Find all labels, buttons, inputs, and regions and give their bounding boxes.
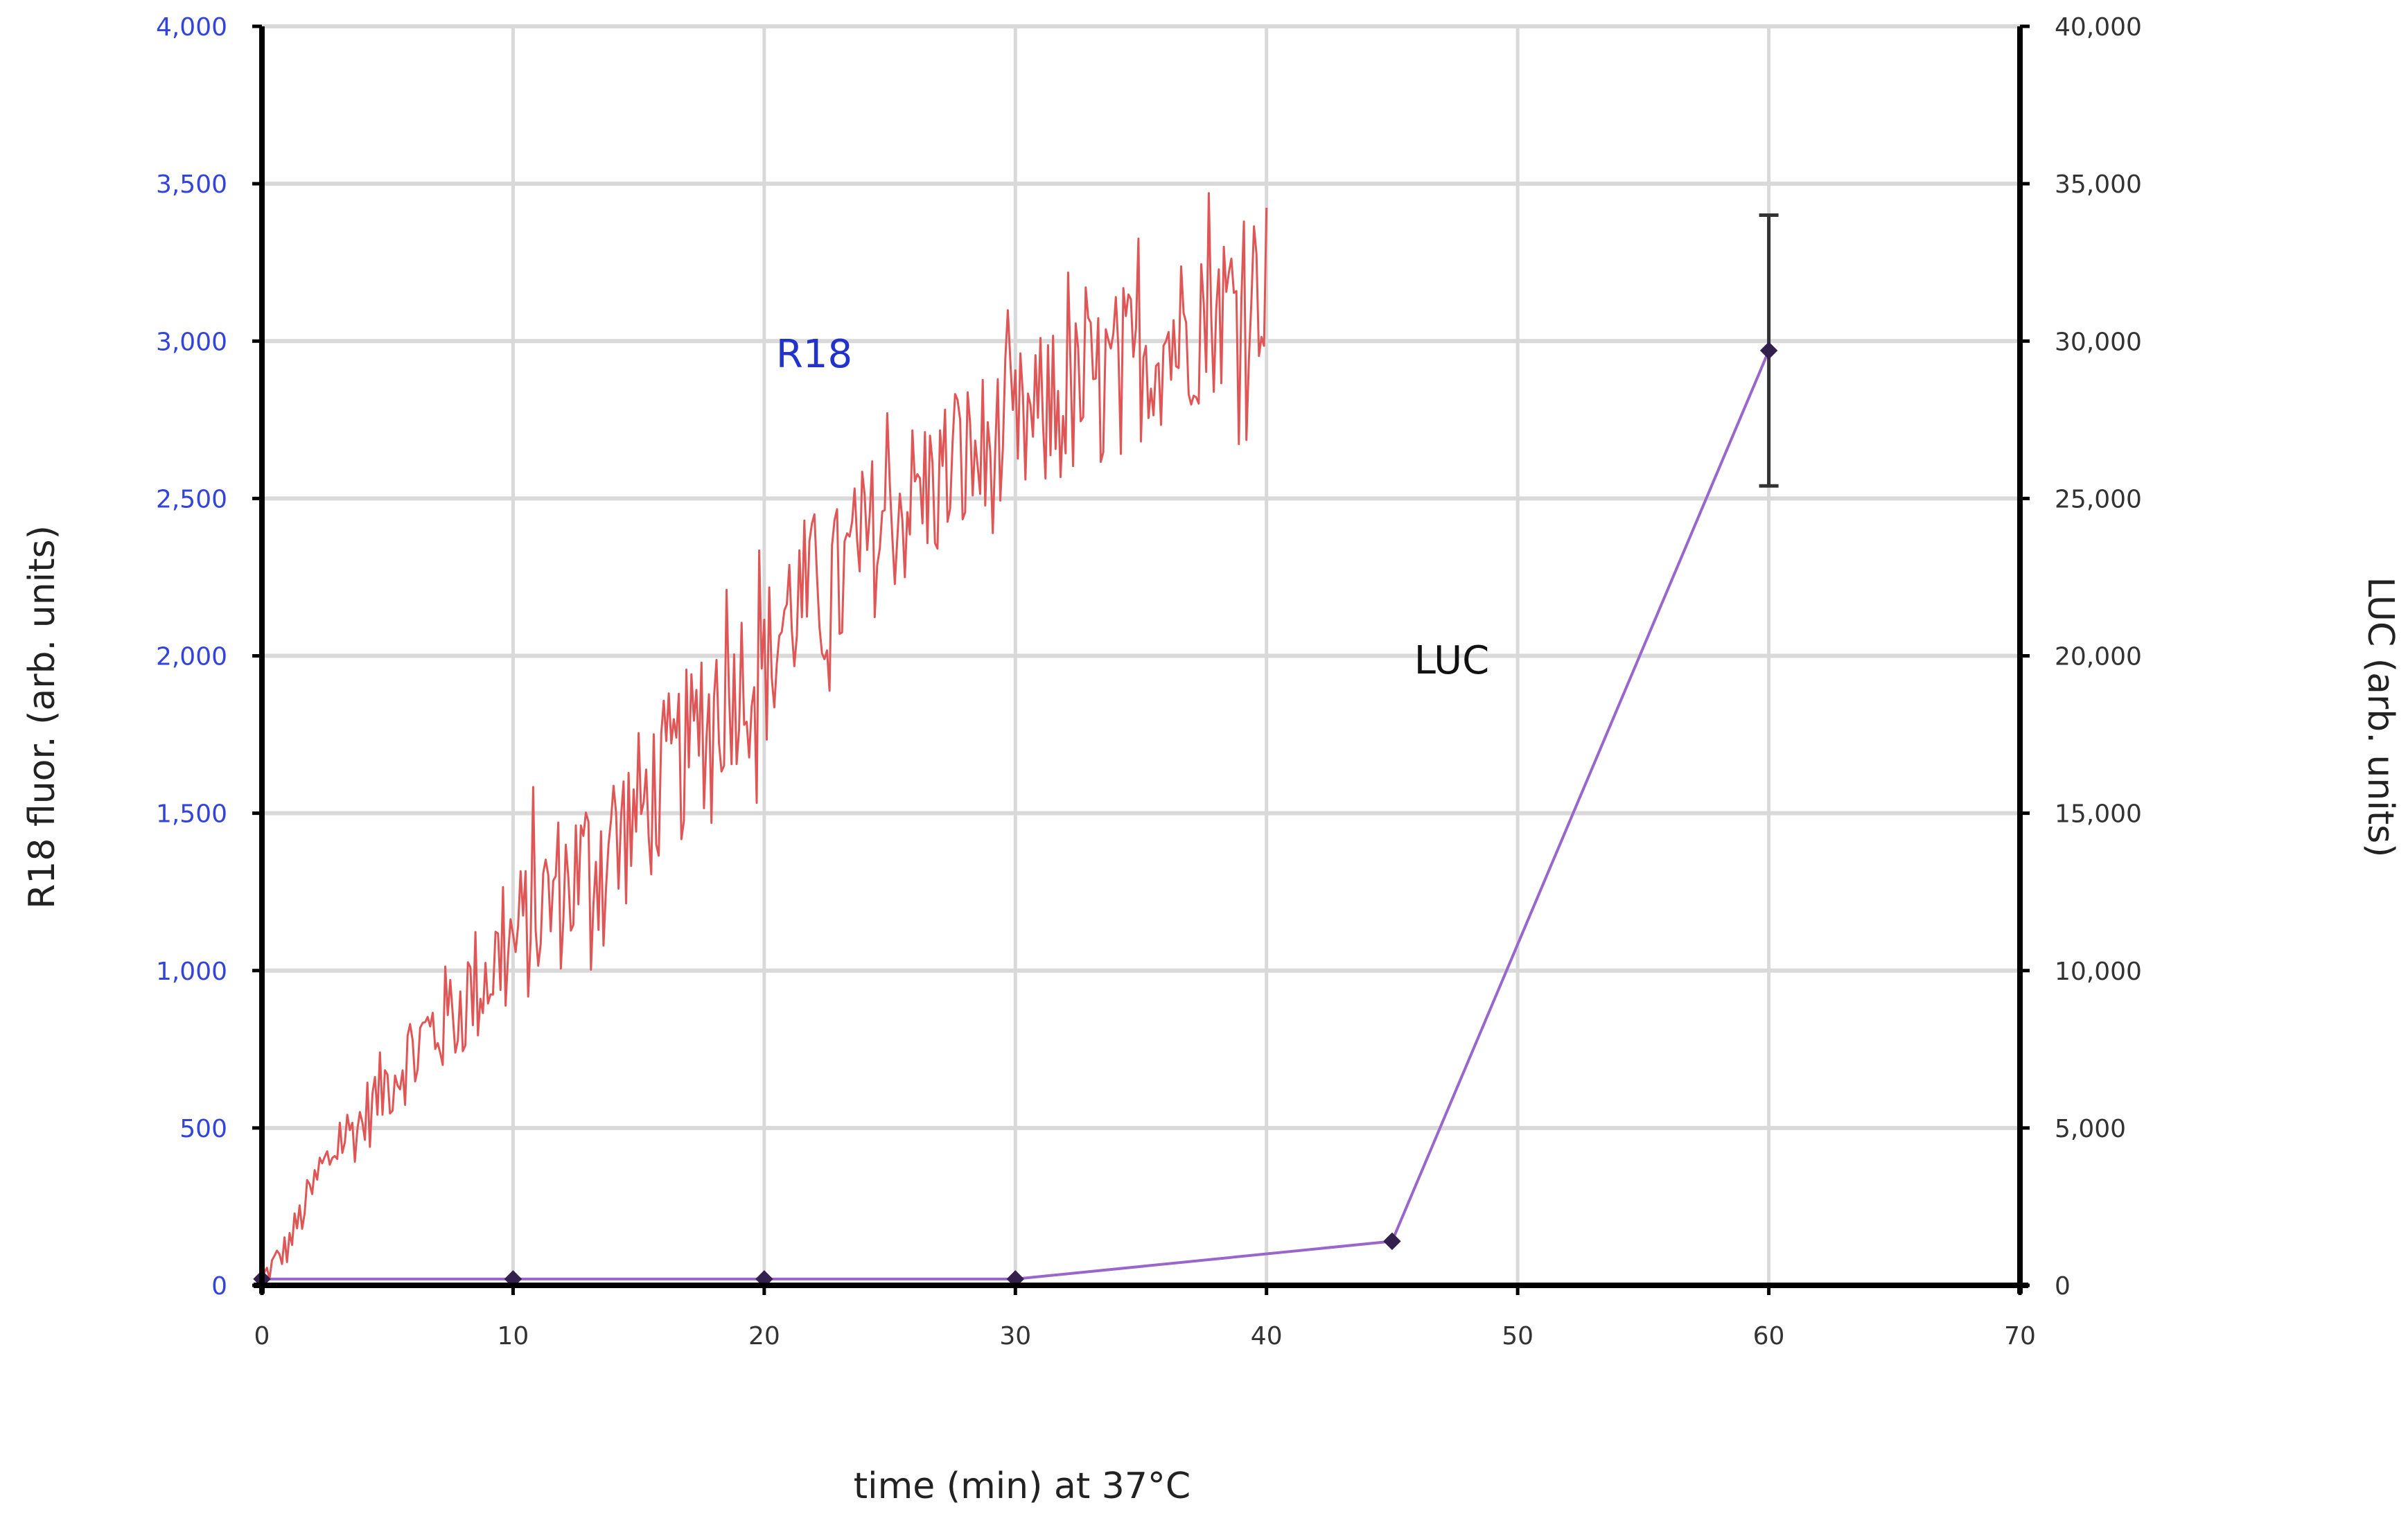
axes — [252, 24, 2030, 1295]
y-axis-title: R18 fluor. (arb. units) — [21, 525, 63, 909]
y2-tick-label: 30,000 — [2055, 328, 2142, 356]
y-tick-label: 2,000 — [156, 643, 227, 671]
r18-series — [261, 192, 1268, 1280]
y-tick-label: 1,000 — [156, 958, 227, 986]
y2-tick-label: 25,000 — [2055, 485, 2142, 513]
y2-tick-label: 35,000 — [2055, 170, 2142, 199]
y2-tick-label: 40,000 — [2055, 13, 2142, 42]
y2-tick-label: 0 — [2055, 1272, 2071, 1301]
luc-point — [1383, 1232, 1401, 1251]
y-tick-label: 3,000 — [156, 328, 227, 356]
y-tick-label: 2,500 — [156, 485, 227, 513]
luc-line — [262, 350, 1770, 1280]
r18-series-label: R18 — [776, 332, 852, 377]
x-tick-label: 40 — [1251, 1322, 1283, 1350]
x-tick-label: 50 — [1502, 1322, 1533, 1350]
y2-axis-title: LUC (arb. units) — [2359, 576, 2401, 857]
luc-series-label: LUC — [1414, 638, 1490, 683]
y-tick-label: 500 — [179, 1115, 227, 1143]
y-tick-label: 3,500 — [156, 170, 227, 199]
y2-tick-label: 20,000 — [2055, 643, 2142, 671]
luc-point — [1759, 342, 1778, 360]
r18-line — [261, 192, 1268, 1280]
x-tick-label: 0 — [254, 1322, 270, 1350]
y-tick-label: 0 — [211, 1272, 227, 1301]
y2-tick-label: 10,000 — [2055, 958, 2142, 986]
y-tick-label: 1,500 — [156, 800, 227, 829]
x-axis-title: time (min) at 37°C — [854, 1465, 1190, 1507]
y2-tick-label: 15,000 — [2055, 800, 2142, 829]
y2-tick-label: 5,000 — [2055, 1115, 2126, 1143]
y-tick-label: 4,000 — [156, 13, 227, 42]
grid-lines — [262, 24, 2020, 1285]
x-tick-label: 60 — [1753, 1322, 1785, 1350]
x-tick-label: 30 — [999, 1322, 1031, 1350]
x-tick-label: 20 — [748, 1322, 780, 1350]
x-tick-label: 10 — [498, 1322, 529, 1350]
x-tick-label: 70 — [2004, 1322, 2036, 1350]
tick-labels: 05001,0001,5002,0002,5003,0003,5004,0000… — [156, 13, 2142, 1350]
